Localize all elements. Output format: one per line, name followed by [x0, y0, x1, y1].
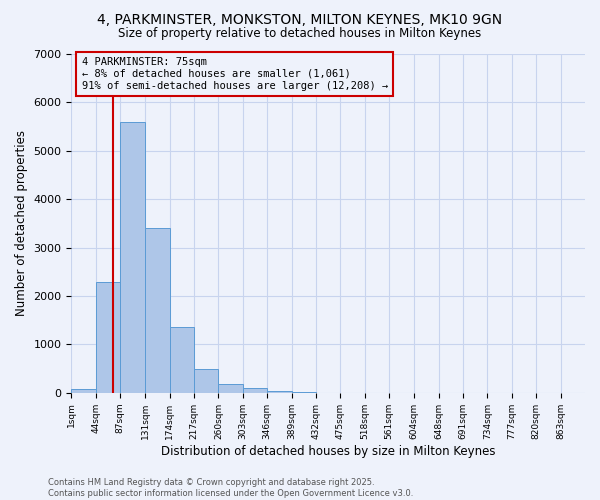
- Bar: [194, 369, 218, 393]
- Text: 4 PARKMINSTER: 75sqm
← 8% of detached houses are smaller (1,061)
91% of semi-det: 4 PARKMINSTER: 75sqm ← 8% of detached ho…: [82, 58, 388, 90]
- X-axis label: Distribution of detached houses by size in Milton Keynes: Distribution of detached houses by size …: [161, 444, 496, 458]
- Bar: [218, 384, 243, 393]
- Text: Contains HM Land Registry data © Crown copyright and database right 2025.
Contai: Contains HM Land Registry data © Crown c…: [48, 478, 413, 498]
- Y-axis label: Number of detached properties: Number of detached properties: [15, 130, 28, 316]
- Bar: [267, 391, 292, 393]
- Bar: [170, 328, 194, 393]
- Bar: [96, 282, 120, 393]
- Bar: [243, 388, 267, 393]
- Text: Size of property relative to detached houses in Milton Keynes: Size of property relative to detached ho…: [118, 28, 482, 40]
- Bar: [71, 389, 96, 393]
- Text: 4, PARKMINSTER, MONKSTON, MILTON KEYNES, MK10 9GN: 4, PARKMINSTER, MONKSTON, MILTON KEYNES,…: [97, 12, 503, 26]
- Bar: [120, 122, 145, 393]
- Bar: [145, 228, 170, 393]
